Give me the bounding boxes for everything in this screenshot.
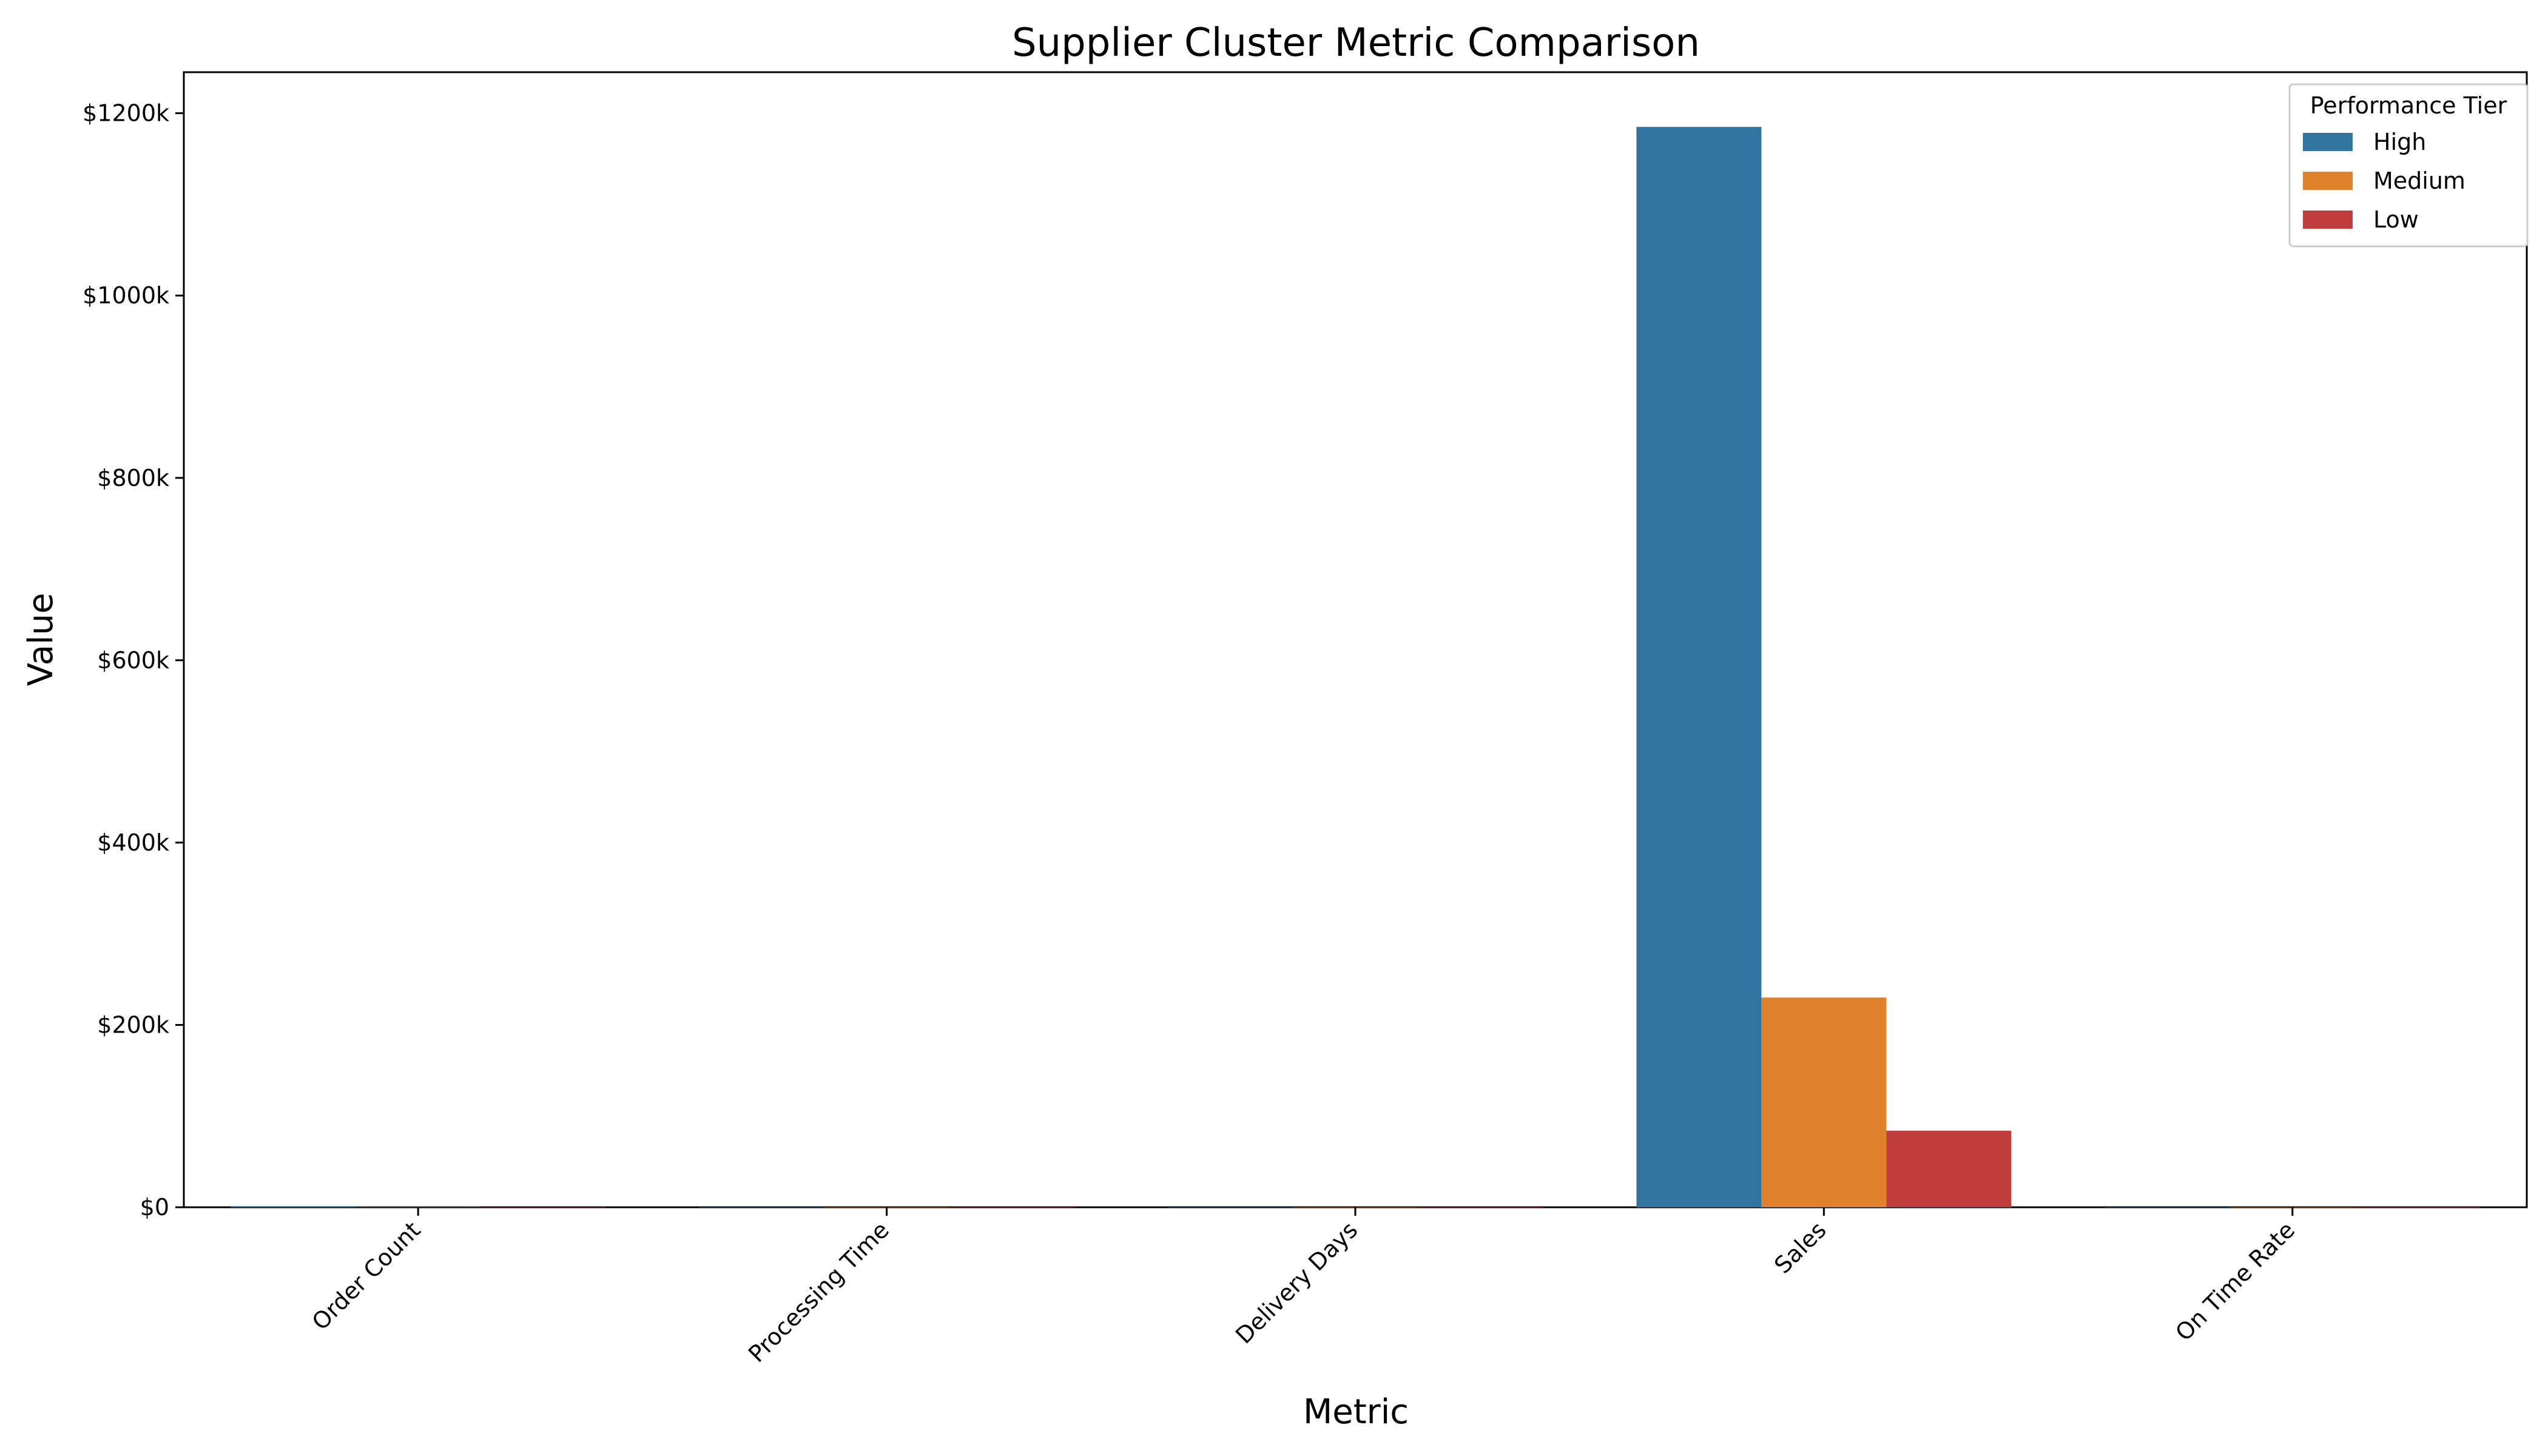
bar-low-processing-time [949, 1207, 1074, 1208]
x-axis: Order Count Processing Time Delivery Days S… [307, 1207, 2300, 1367]
x-tick-label: On Time Rate [2170, 1216, 2300, 1346]
legend-label-high: High [2373, 129, 2426, 155]
y-tick-label: $1000k [83, 282, 169, 309]
bar-high-sales [1636, 127, 1762, 1207]
y-tick-label: $600k [97, 647, 169, 673]
bar-high-order-count [231, 1206, 356, 1207]
x-tick-label: Delivery Days [1230, 1216, 1363, 1349]
bar-high-on-time-rate [2105, 1207, 2230, 1208]
legend: Performance Tier High Medium Low [2288, 83, 2529, 248]
legend-label-low: Low [2373, 206, 2419, 233]
legend-swatch-medium [2303, 172, 2353, 190]
y-axis: $0 $200k $400k $600k $800k $1000k $1200k [83, 100, 184, 1221]
bar-low-order-count [480, 1207, 606, 1208]
bar-low-sales [1886, 1130, 2012, 1207]
chart-title: Supplier Cluster Metric Comparison [1012, 21, 1700, 66]
y-tick-label: $800k [97, 465, 169, 491]
bar-high-delivery-days [1168, 1207, 1293, 1208]
y-axis-label: Value [21, 593, 61, 686]
x-tick-label: Order Count [307, 1216, 426, 1335]
legend-swatch-high [2303, 133, 2353, 151]
y-tick-label: $0 [140, 1194, 169, 1221]
y-tick-label: $1200k [83, 100, 169, 127]
x-axis-label: Metric [1303, 1392, 1409, 1432]
bar-medium-order-count [356, 1207, 481, 1208]
legend-frame [2288, 83, 2529, 248]
bar-medium-sales [1761, 997, 1887, 1207]
x-tick-label: Sales [1769, 1216, 1832, 1279]
y-tick-label: $200k [97, 1011, 169, 1038]
y-tick-label: $400k [97, 829, 169, 856]
bar-low-on-time-rate [2354, 1207, 2480, 1208]
bars-group [231, 127, 2480, 1208]
x-tick-label: Processing Time [743, 1216, 894, 1367]
plot-area [183, 71, 2528, 1208]
legend-label-medium: Medium [2373, 167, 2465, 194]
legend-swatch-low [2303, 211, 2353, 229]
legend-title: Performance Tier [2310, 92, 2507, 119]
bar-low-delivery-days [1417, 1207, 1543, 1208]
bar-high-processing-time [699, 1207, 824, 1208]
